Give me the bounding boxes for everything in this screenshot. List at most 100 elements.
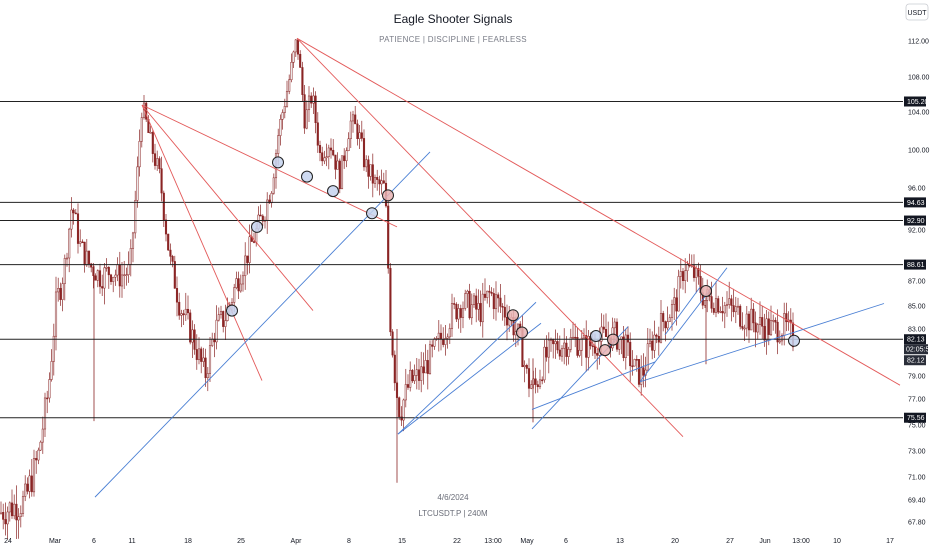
x-tick-label: 18	[184, 538, 192, 545]
level-price-label: 92.90	[907, 218, 925, 225]
candle-body	[136, 166, 139, 201]
candle-body	[483, 293, 487, 298]
candle-body	[442, 338, 445, 345]
candle-body	[631, 365, 634, 368]
currency-badge[interactable]: USDT	[905, 3, 929, 21]
candle-body	[131, 232, 135, 249]
candle-body	[70, 209, 73, 230]
candle-body	[259, 214, 262, 217]
candle-body	[494, 294, 498, 310]
candle-body	[105, 266, 108, 269]
candle-body	[545, 346, 548, 358]
candle-body	[714, 298, 718, 313]
candle-body	[85, 250, 88, 266]
x-tick-label: 24	[4, 538, 12, 545]
candle-body	[244, 255, 247, 277]
candle-body	[180, 313, 183, 316]
candle-body	[602, 326, 605, 330]
candle-body	[763, 326, 766, 341]
candle-body	[703, 300, 707, 306]
candle-body	[736, 305, 740, 308]
y-tick-label: 69.40	[908, 498, 926, 505]
candle-body	[162, 192, 165, 221]
candle-body	[365, 159, 368, 168]
candle-body	[8, 502, 11, 513]
candle-body	[296, 39, 300, 55]
candle-body	[681, 271, 685, 282]
candle-body	[651, 340, 654, 351]
candle-body	[664, 321, 667, 329]
sell-signal-marker	[599, 344, 611, 357]
candle-body	[633, 359, 636, 367]
candle-body	[211, 338, 214, 346]
candle-body	[758, 317, 762, 325]
candle-body	[750, 308, 753, 331]
x-axis[interactable]: 24 Mar 6 11 18 25 Apr 8 15 22 13:00 May 6 13 20 27 Jun 13…	[4, 538, 894, 545]
candle-body	[266, 199, 269, 221]
sell-signal-marker	[507, 309, 519, 322]
date-stamp: 4/6/2024	[437, 493, 469, 502]
candle-body	[646, 343, 649, 371]
candle-body	[582, 335, 586, 339]
support-trendline	[397, 322, 542, 435]
y-tick-label: 75.00	[908, 423, 926, 430]
level-price-label: 94.63	[907, 200, 925, 207]
candle-body	[184, 308, 187, 316]
candle-body	[444, 338, 447, 345]
currency-label: USDT	[907, 10, 927, 17]
candle-body	[127, 264, 130, 275]
symbol-label: LTCUSDT.P | 240M	[418, 509, 488, 518]
candle-body	[563, 342, 566, 349]
x-tick-label: Mar	[49, 538, 62, 545]
candle-body	[756, 324, 759, 333]
candle-body	[138, 140, 141, 168]
x-tick-label: 22	[453, 538, 461, 545]
candle-body	[76, 213, 80, 244]
candle-body	[41, 428, 44, 443]
candle-body	[389, 268, 392, 333]
candle-body	[549, 339, 553, 341]
candle-body	[585, 335, 588, 358]
candle-body	[283, 106, 286, 113]
candle-body	[668, 317, 671, 322]
level-price-tag	[904, 412, 926, 423]
resistance-trendline	[296, 37, 684, 438]
resistance-trendline	[141, 104, 398, 228]
support-trendline	[94, 151, 431, 498]
candle-body	[72, 209, 75, 214]
candle-body	[329, 147, 333, 151]
candle-body	[468, 290, 471, 319]
candle-body	[345, 150, 348, 162]
candle-body	[54, 291, 58, 337]
candle-body	[734, 306, 737, 313]
buy-signal-marker	[327, 185, 339, 198]
candle-body	[503, 306, 506, 318]
candle-body	[109, 274, 113, 282]
candle-body	[732, 305, 735, 313]
candle-body	[479, 303, 482, 323]
candle-body	[362, 138, 366, 168]
buy-signal-marker	[226, 304, 238, 317]
candle-body	[125, 274, 128, 276]
candle-body	[230, 302, 234, 305]
candle-body	[391, 331, 394, 356]
resistance-trendline	[141, 104, 314, 311]
candle-body	[648, 340, 652, 344]
x-tick-label: May	[520, 538, 534, 545]
candle-body	[411, 369, 414, 382]
y-tick-label: 79.00	[908, 374, 926, 381]
candle-body	[307, 95, 311, 111]
sell-signal-marker	[516, 326, 528, 339]
y-axis[interactable]: 112.00 108.00 104.00 100.00 96.00 92.00 87.00 8…	[908, 39, 930, 527]
candle-body	[206, 373, 209, 379]
y-tick-label: 108.00	[908, 75, 930, 82]
candle-body	[776, 321, 779, 343]
countdown-label: 02:05:53	[906, 347, 932, 354]
candle-body	[428, 344, 432, 374]
candle-body	[477, 303, 480, 310]
candle-body	[195, 349, 198, 360]
candle-body	[237, 278, 240, 292]
candle-body	[101, 286, 104, 289]
candle-body	[332, 149, 335, 156]
